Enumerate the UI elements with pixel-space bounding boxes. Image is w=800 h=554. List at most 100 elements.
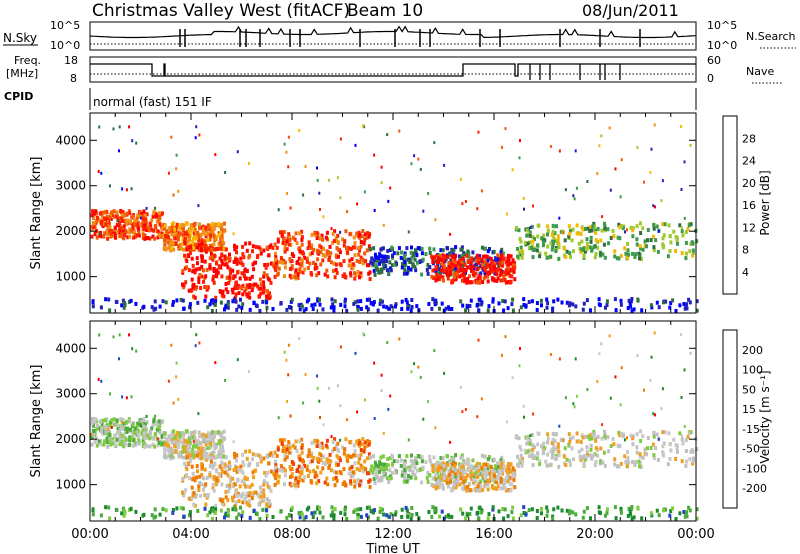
heatmap-cell — [313, 510, 317, 515]
heatmap-cell — [128, 438, 132, 443]
heatmap-cell — [240, 469, 244, 474]
heatmap-cell — [619, 298, 623, 303]
heatmap-cell — [517, 458, 521, 463]
heatmap-cell — [421, 257, 425, 262]
heatmap-cell — [386, 463, 390, 468]
heatmap-cell — [226, 305, 230, 310]
heatmap-cell — [479, 271, 483, 276]
heatmap-cell — [400, 299, 404, 304]
heatmap-cell — [167, 446, 171, 451]
heatmap-cell — [365, 305, 369, 310]
heatmap-cell — [218, 464, 222, 469]
heatmap-cell — [220, 436, 224, 441]
heatmap-cell — [99, 429, 103, 434]
heatmap-cell — [440, 465, 444, 470]
heatmap-cell — [533, 445, 536, 450]
heatmap-cell — [558, 424, 561, 428]
heatmap-cell — [318, 399, 321, 403]
heatmap-cell — [461, 303, 465, 308]
heatmap-cell — [204, 433, 208, 438]
heatmap-cell — [655, 432, 659, 437]
heatmap-cell — [478, 280, 481, 285]
heatmap-cell — [302, 401, 305, 405]
heatmap-cell — [193, 286, 197, 291]
heatmap-cell — [564, 255, 568, 259]
heatmap-cell — [557, 464, 561, 469]
heatmap-cell — [318, 302, 322, 307]
heatmap-cell — [450, 261, 454, 265]
heatmap-cell — [396, 251, 400, 256]
heatmap-cell — [649, 238, 653, 242]
heatmap-cell — [641, 247, 645, 252]
heatmap-cell — [405, 508, 409, 513]
heatmap-cell — [275, 245, 279, 250]
heatmap-cell — [603, 429, 606, 434]
heatmap-cell — [315, 236, 319, 240]
heatmap-cell — [485, 473, 489, 477]
heatmap-cell — [517, 250, 521, 255]
heatmap-cell — [121, 395, 124, 399]
heatmap-cell — [321, 460, 325, 465]
heatmap-cell — [343, 507, 347, 512]
heatmap-cell — [194, 344, 197, 348]
heatmap-cell — [637, 459, 641, 464]
heatmap-cell — [235, 469, 239, 474]
heatmap-cell — [148, 436, 152, 441]
heatmap-cell — [473, 471, 477, 476]
heatmap-cell — [134, 509, 138, 514]
heatmap-cell — [265, 513, 269, 518]
heatmap-cell — [334, 476, 338, 480]
heatmap-cell — [446, 254, 450, 259]
heatmap-cell — [273, 265, 277, 270]
heatmap-cell — [573, 405, 576, 409]
heatmap-cell — [506, 270, 510, 275]
heatmap-cell — [200, 446, 204, 451]
heatmap-cell — [345, 516, 349, 521]
heatmap-cell — [588, 433, 592, 438]
heatmap-cell — [463, 262, 467, 267]
heatmap-cell — [269, 488, 273, 493]
velocity-colorbar-label: Velocity [m s⁻¹] — [758, 370, 772, 463]
heatmap-cell — [310, 440, 314, 445]
heatmap-cell — [323, 462, 327, 467]
heatmap-cell — [388, 468, 392, 473]
heatmap-cell — [157, 425, 161, 430]
heatmap-cell — [691, 241, 695, 246]
heatmap-cell — [431, 505, 435, 510]
heatmap-cell — [402, 271, 406, 276]
heatmap-cell — [599, 238, 603, 243]
heatmap-cell — [611, 229, 615, 233]
heatmap-cell — [174, 241, 178, 246]
heatmap-cell — [483, 478, 487, 483]
heatmap-cell — [336, 233, 340, 238]
heatmap-cell — [169, 245, 173, 250]
heatmap-cell — [175, 361, 178, 365]
heatmap-cell — [581, 515, 585, 520]
heatmap-cell — [546, 452, 550, 457]
heatmap-cell — [461, 472, 465, 477]
heatmap-cell — [386, 133, 389, 137]
heatmap-cell — [434, 218, 437, 222]
heatmap-cell — [656, 457, 660, 462]
heatmap-cell — [204, 442, 208, 447]
heatmap-cell — [375, 466, 379, 471]
heatmap-cell — [188, 510, 192, 515]
heatmap-cell — [193, 242, 197, 247]
heatmap-cell — [294, 268, 298, 273]
heatmap-cell — [195, 267, 199, 272]
heatmap-cell — [279, 230, 282, 235]
heatmap-cell — [142, 417, 146, 422]
heatmap-cell — [352, 453, 356, 458]
heatmap-cell — [504, 476, 508, 481]
heatmap-cell — [372, 300, 376, 305]
heatmap-cell — [230, 287, 234, 292]
heatmap-cell — [285, 150, 288, 154]
heatmap-cell — [672, 437, 676, 442]
heatmap-cell — [321, 445, 325, 450]
heatmap-cell — [631, 228, 635, 233]
heatmap-cell — [519, 347, 521, 350]
heatmap-cell — [259, 494, 263, 499]
heatmap-cell — [113, 235, 117, 240]
heatmap-cell — [352, 245, 356, 250]
